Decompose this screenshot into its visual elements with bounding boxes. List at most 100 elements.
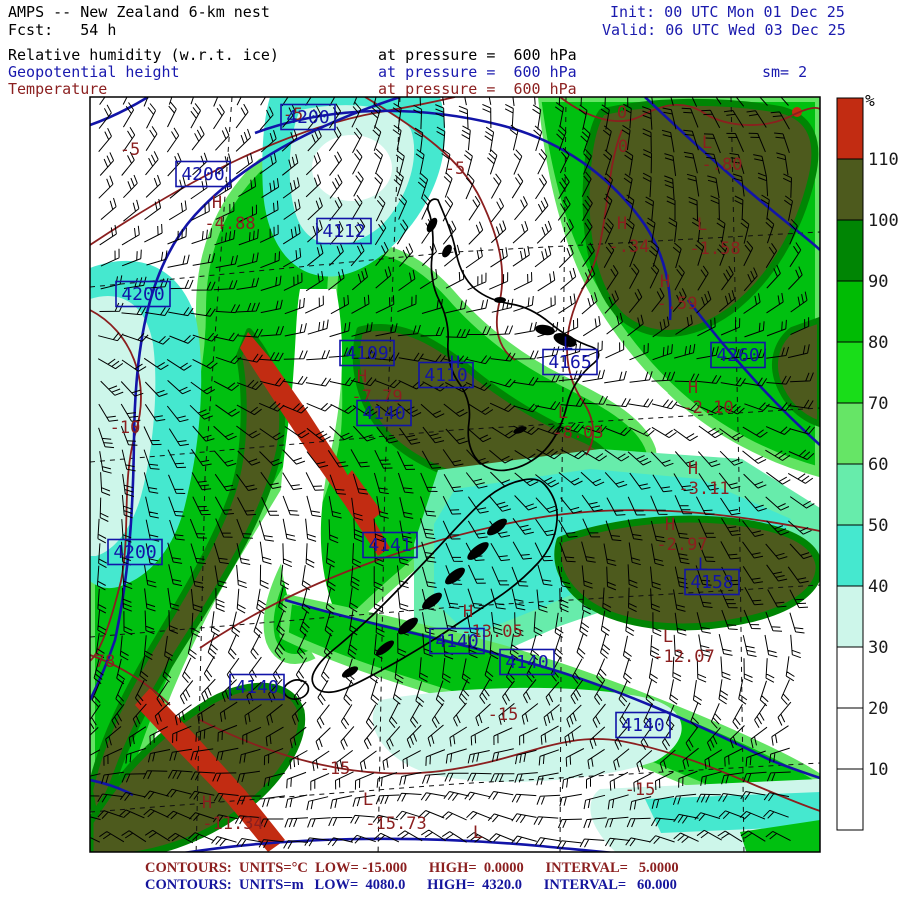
temperature-label: -10 (110, 418, 141, 438)
map-area: -5-5-500H-4.88-10L-.80H-.34L-1.58H-.59H-… (90, 97, 820, 852)
colorbar-segment (836, 646, 864, 709)
temperature-label: L (363, 790, 373, 810)
height-contour-label-text: 4140 (505, 652, 548, 673)
temperature-label: -5 (120, 140, 140, 160)
height-contour-label-text: 4260 (716, 345, 759, 366)
temperature-label: L (473, 823, 483, 843)
terrain-relief (487, 518, 507, 536)
height-contour-label-text: 4140 (362, 403, 405, 424)
graticule-line (377, 97, 401, 852)
terrain-relief (513, 426, 527, 434)
colorbar-segment (836, 97, 864, 160)
valid-time: Valid: 06 UTC Wed 03 Dec 25 (602, 21, 846, 39)
colorbar-unit-label: % (865, 91, 875, 110)
colorbar-tick-label: 40 (868, 577, 888, 597)
terrain-relief (494, 297, 506, 303)
field1-name: Relative humidity (w.r.t. ice) (8, 46, 279, 64)
height-extremum-mark: L (563, 334, 573, 354)
temperature-label: -15 (320, 759, 351, 779)
temperature-contour (90, 654, 171, 706)
temperature-label: L (558, 403, 568, 423)
temperature-label: -.34 (609, 237, 650, 257)
map-border (89, 96, 821, 853)
colorbar-segment (836, 280, 864, 343)
colorbar-segment (836, 402, 864, 465)
rh-shading-region (312, 135, 392, 201)
wind-barb-field (90, 97, 815, 850)
graticule-line (195, 97, 233, 852)
height-contour-label: 4260 (710, 341, 766, 369)
height-contour-info: CONTOURS: UNITS=m LOW= 4080.0 HIGH= 4320… (145, 877, 677, 893)
graticule-line (90, 407, 820, 463)
temperature-label: 0 (618, 137, 628, 157)
terrain-relief (442, 244, 452, 258)
temperature-contour (199, 509, 820, 649)
temperature-label: -5 (283, 105, 303, 125)
height-contour-label-text: 4200 (181, 164, 224, 185)
graticule-line (559, 97, 567, 852)
terrain-relief (445, 567, 465, 585)
rh-supersaturated-streak (240, 332, 390, 556)
height-contour-label-text: 4158 (690, 572, 733, 593)
colorbar-tick-label: 20 (868, 699, 888, 719)
temperature-label: -5 (445, 159, 465, 179)
rh-supersaturated-streak (344, 470, 382, 520)
height-contour-label-text: 4110 (424, 365, 467, 386)
colorbar-legend: % 110 100 90 80 70 60 50 40 30 20 10 (836, 91, 899, 831)
colorbar-tick-label: 80 (868, 333, 888, 353)
height-contour-label: 4140 (615, 711, 671, 739)
temp-contour-info: CONTOURS: UNITS=°C LOW= -15.000 HIGH= 0.… (145, 860, 679, 876)
height-contour-label: 4109 (339, 339, 395, 367)
colorbar-tick-label: 70 (868, 394, 888, 414)
colorbar-tick-label: 30 (868, 638, 888, 658)
temperature-label: -15.73 (365, 814, 426, 834)
height-contour-label: 4140 (429, 627, 485, 655)
temperature-label: H (202, 793, 212, 813)
height-contour-label: 4141 (362, 531, 418, 559)
colorbar-tick-label: 90 (868, 272, 888, 292)
height-contour-label: 4200 (175, 160, 231, 188)
height-contour-label-text: 4140 (235, 677, 278, 698)
temperature-label: -4.88 (204, 214, 255, 234)
geopotential-contour (90, 97, 149, 127)
colorbar-tick-label: 60 (868, 455, 888, 475)
height-contour-label: 4140 (229, 673, 285, 701)
smoothing-label: sm= 2 (762, 63, 808, 81)
temperature-label: -3.11 (678, 479, 729, 499)
terrain-relief (553, 333, 577, 347)
terrain-relief (375, 640, 395, 656)
field1-level: at pressure = 600 hPa (378, 46, 577, 64)
rh-shading-region (554, 515, 820, 631)
graticule-line (90, 762, 820, 813)
colorbar-segment (836, 707, 864, 770)
graticule-line (730, 97, 745, 852)
temperature-label: -7.79 (351, 387, 402, 407)
temperature-label: -2.10 (682, 398, 733, 418)
temperature-label: H (660, 272, 670, 292)
geopotential-contour (90, 97, 401, 701)
temperature-label: -.59 (657, 294, 698, 314)
colorbar-segment (836, 768, 864, 831)
temperature-label: -.80 (702, 155, 743, 175)
temperature-contour (559, 97, 820, 126)
height-contour-label-text: 4200 (286, 107, 329, 128)
temperature-label: -11.34 (202, 814, 263, 834)
height-contour-label-text: 4140 (435, 631, 478, 652)
temperature-label: -1.58 (689, 239, 740, 259)
colorbar-segment (836, 524, 864, 587)
colorbar-tick-label: 50 (868, 516, 888, 536)
temperature-label: -2.97 (656, 535, 707, 555)
temperature-label: -13.05 (461, 622, 522, 642)
temperature-label: H (617, 214, 627, 234)
height-contour-label: 4165 (542, 348, 598, 376)
height-contour-label: 4140 (356, 399, 412, 427)
terrain-relief (341, 666, 359, 678)
height-contour-label-text: 4141 (368, 535, 411, 556)
temperature-label: L (702, 133, 712, 153)
height-contour-label-text: 4109 (345, 343, 388, 364)
temperature-contour (90, 309, 142, 662)
temperature-label: L (663, 627, 673, 647)
model-title: AMPS -- New Zealand 6-km nest (8, 3, 270, 21)
colorbar-tick-label: 100 (868, 211, 899, 231)
